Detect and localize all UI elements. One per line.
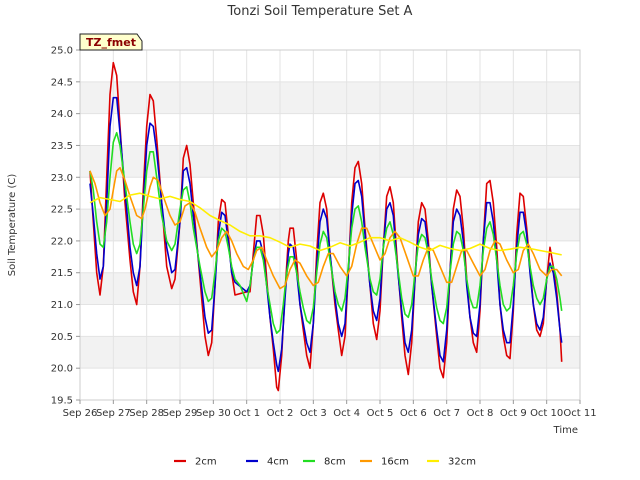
legend-label: 16cm	[381, 457, 409, 468]
y-tick-label: 24.5	[51, 77, 73, 88]
background-band	[80, 145, 580, 178]
series-line-32cm	[89, 192, 562, 256]
y-tick-label: 20.0	[51, 364, 73, 375]
y-tick-label: 24.0	[51, 109, 73, 120]
series-line-8cm	[89, 131, 563, 335]
series-line-2cm	[89, 61, 563, 392]
x-axis-title: Time	[553, 425, 578, 436]
x-tick-label: Oct 8	[467, 408, 494, 419]
x-tick-label: Sep 27	[96, 408, 131, 419]
x-tick-label: Oct 7	[433, 408, 460, 419]
legend-item-2cm: 2cm	[174, 457, 217, 468]
y-tick-label: 21.5	[51, 268, 73, 279]
y-tick-label: 19.5	[51, 396, 73, 407]
x-tick-label: Oct 6	[400, 408, 427, 419]
background-band	[80, 81, 580, 114]
legend-label: 2cm	[195, 457, 217, 468]
y-tick-label: 20.5	[51, 332, 73, 343]
y-tick-label: 23.0	[51, 173, 73, 184]
y-tick-label: 23.5	[51, 141, 73, 152]
plot-background-bands	[80, 81, 580, 369]
x-tick-label: Oct 9	[500, 408, 527, 419]
x-tick-label: Sep 28	[129, 408, 164, 419]
y-axis-ticks: 19.5 20.0 20.5 21.0 21.5 22.0 22.5 23.0 23.5 24.0…	[51, 46, 80, 407]
x-tick-label: Sep 26	[63, 408, 98, 419]
x-tick-label: Oct 4	[333, 408, 360, 419]
legend-label: 8cm	[324, 457, 346, 468]
y-axis-title: Soil Temperature (C)	[7, 174, 18, 277]
series-layer	[89, 61, 563, 392]
legend-label: 4cm	[267, 457, 289, 468]
series-line-16cm	[89, 166, 563, 290]
y-tick-label: 22.0	[51, 236, 73, 247]
site-badge-shape	[79, 33, 143, 51]
series-line-4cm	[89, 96, 563, 373]
legend-item-16cm: 16cm	[360, 457, 409, 468]
x-tick-label: Oct 2	[267, 408, 294, 419]
background-band	[80, 272, 580, 305]
plot-border	[79, 49, 581, 401]
legend-item-8cm: 8cm	[303, 457, 346, 468]
legend-label: 32cm	[448, 457, 476, 468]
legend-item-32cm: 32cm	[427, 457, 476, 468]
chart-legend: 2cm 4cm 8cm 16cm 32cm	[174, 457, 476, 468]
x-tick-label: Oct 3	[300, 408, 327, 419]
x-tick-label: Sep 30	[196, 408, 231, 419]
legend-item-4cm: 4cm	[246, 457, 289, 468]
y-tick-label: 22.5	[51, 205, 73, 216]
x-tick-label: Oct 5	[367, 408, 394, 419]
site-badge-label: TZ_fmet	[86, 36, 136, 49]
background-band	[80, 209, 580, 241]
x-tick-label: Oct 10	[530, 408, 563, 419]
y-tick-label: 25.0	[51, 46, 73, 57]
chart-title: Tonzi Soil Temperature Set A	[227, 4, 413, 19]
background-band	[80, 336, 580, 369]
site-badge: TZ_fmet	[79, 33, 143, 51]
x-tick-label: Sep 29	[163, 408, 198, 419]
x-tick-label: Oct 1	[233, 408, 260, 419]
x-tick-label: Oct 11	[563, 408, 596, 419]
y-tick-label: 21.0	[51, 300, 73, 311]
